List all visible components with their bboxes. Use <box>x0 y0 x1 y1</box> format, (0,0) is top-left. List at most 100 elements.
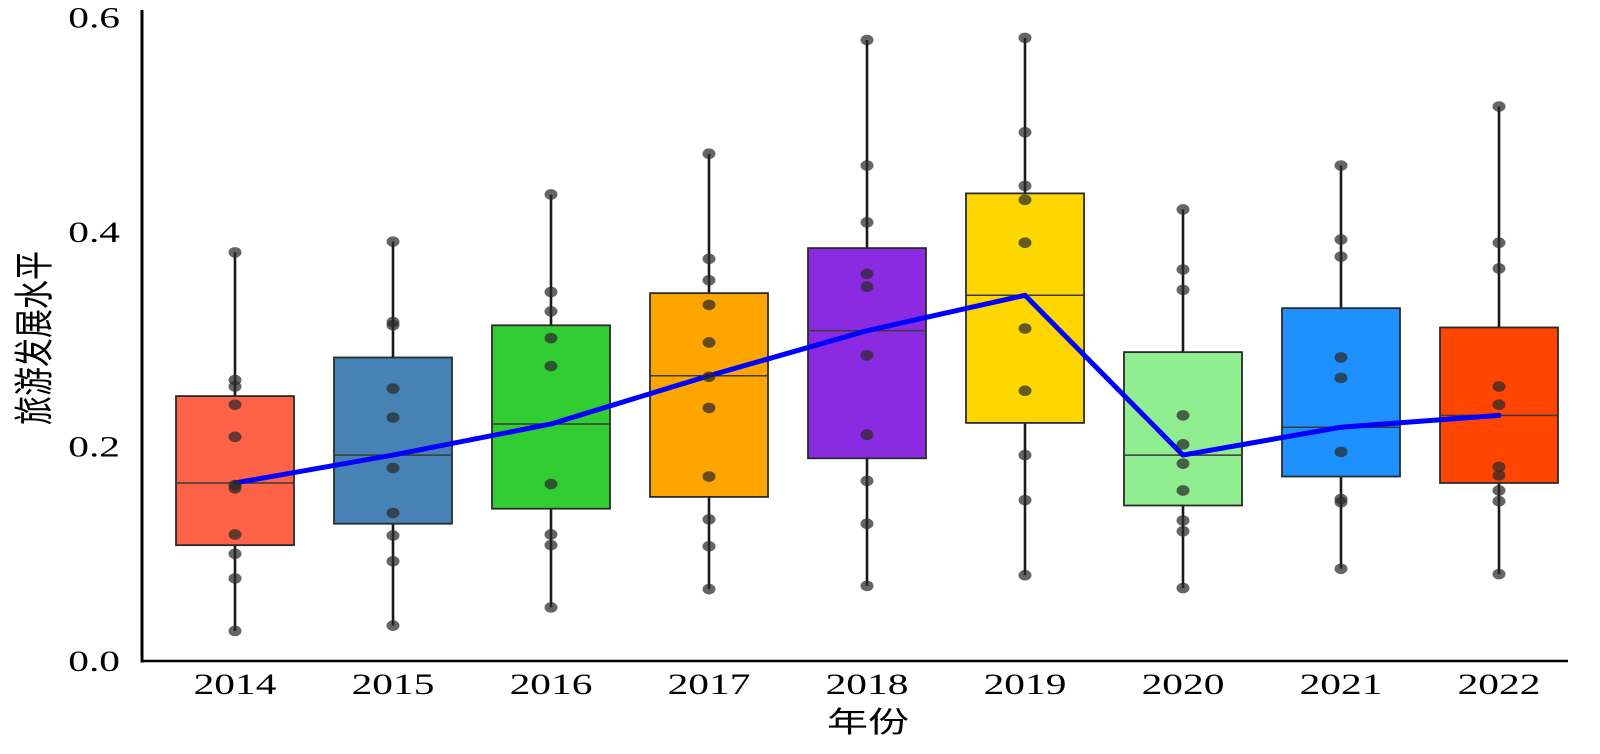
data-point-2020-4 <box>1176 439 1190 450</box>
data-point-2015-8 <box>386 555 400 567</box>
data-point-2017-4 <box>702 337 716 348</box>
x-axis-title: 年份 <box>827 706 909 739</box>
data-point-2021-4 <box>1334 372 1348 384</box>
data-point-2018-5 <box>860 350 874 361</box>
y-tick-label: 0.6 <box>68 1 120 34</box>
median-trend-layer <box>232 292 1502 486</box>
data-point-2014-3 <box>228 399 242 410</box>
data-point-2016-2 <box>544 306 558 317</box>
data-point-2018-6 <box>860 429 874 441</box>
data-point-2015-3 <box>386 383 400 394</box>
data-point-2019-7 <box>1018 449 1032 461</box>
axes-layer <box>140 10 1568 663</box>
data-point-2015-5 <box>386 462 400 474</box>
data-point-2021-7 <box>1334 496 1348 508</box>
data-point-2021-8 <box>1334 563 1348 575</box>
data-point-2019-1 <box>1018 126 1032 138</box>
data-point-2014-6 <box>228 483 242 494</box>
data-point-2017-8 <box>702 514 716 525</box>
data-point-2019-8 <box>1018 494 1032 506</box>
box-2019 <box>965 192 1085 424</box>
data-point-2017-6 <box>702 402 716 414</box>
y-axis-title: 旅游发展水平 <box>13 251 58 425</box>
x-tick-label: 2015 <box>352 667 435 700</box>
x-tick-label: 2014 <box>194 667 277 700</box>
data-point-2016-7 <box>544 539 558 551</box>
data-point-2017-2 <box>702 274 716 286</box>
data-point-2018-7 <box>860 475 874 487</box>
x-tick-label: 2018 <box>826 667 909 700</box>
data-point-2016-5 <box>544 478 558 490</box>
data-point-2022-3 <box>1492 381 1506 392</box>
data-point-2020-2 <box>1176 284 1190 296</box>
data-point-2019-2 <box>1018 180 1032 192</box>
data-point-2014-0 <box>228 247 242 258</box>
box-2020 <box>1123 351 1243 507</box>
data-point-2022-8 <box>1492 495 1506 507</box>
data-point-2014-10 <box>228 625 242 637</box>
data-point-2019-9 <box>1018 569 1032 581</box>
data-point-2019-3 <box>1018 194 1032 206</box>
data-point-2020-0 <box>1176 204 1190 215</box>
data-point-2022-0 <box>1492 101 1506 112</box>
data-point-2022-7 <box>1492 485 1506 496</box>
data-point-2018-3 <box>860 268 874 280</box>
data-point-2016-6 <box>544 529 558 540</box>
x-tick-label: 2021 <box>1300 667 1383 700</box>
y-tick-label: 0.0 <box>68 644 120 677</box>
box-2014 <box>175 395 295 547</box>
data-point-2020-5 <box>1176 458 1190 469</box>
box-2017 <box>649 292 769 498</box>
data-point-2020-1 <box>1176 264 1190 275</box>
data-point-2020-9 <box>1176 582 1190 594</box>
data-point-2021-1 <box>1334 234 1348 245</box>
data-point-2019-0 <box>1018 32 1032 44</box>
y-tick-label: 0.2 <box>68 430 120 463</box>
data-point-2014-7 <box>228 529 242 540</box>
data-point-2020-3 <box>1176 410 1190 421</box>
data-point-2016-1 <box>544 286 558 298</box>
data-point-2016-4 <box>544 360 558 372</box>
x-tick-label: 2022 <box>1458 667 1541 700</box>
data-point-2014-8 <box>228 548 242 560</box>
data-point-2018-8 <box>860 518 874 530</box>
data-point-2018-0 <box>860 34 874 46</box>
data-point-2021-3 <box>1334 352 1348 363</box>
whiskers-layer <box>233 37 1501 631</box>
median-trend-line <box>232 292 1502 486</box>
data-point-2020-7 <box>1176 515 1190 526</box>
data-point-2018-2 <box>860 217 874 228</box>
data-point-2021-5 <box>1334 446 1348 458</box>
data-point-2019-6 <box>1018 385 1032 397</box>
labels-layer: 0.0 0.2 0.4 0.6 2014 2015 2016 2017 2018 2019 2020… <box>13 1 1541 738</box>
data-point-2018-1 <box>860 160 874 171</box>
y-tick-label: 0.4 <box>68 215 120 248</box>
x-tick-label: 2016 <box>510 667 593 700</box>
data-point-2018-4 <box>860 281 874 292</box>
points-layer <box>228 32 1506 637</box>
data-point-2015-9 <box>386 620 400 631</box>
data-point-2015-2 <box>386 320 400 331</box>
data-point-2020-8 <box>1176 525 1190 537</box>
data-point-2018-9 <box>860 580 874 592</box>
data-point-2015-6 <box>386 507 400 519</box>
data-point-2022-4 <box>1492 399 1506 410</box>
data-point-2017-10 <box>702 583 716 595</box>
data-point-2022-2 <box>1492 263 1506 274</box>
x-tick-label: 2019 <box>984 667 1067 700</box>
data-point-2022-9 <box>1492 568 1506 580</box>
data-point-2022-6 <box>1492 470 1506 481</box>
box-2015 <box>333 356 453 525</box>
data-point-2017-0 <box>702 148 716 160</box>
data-point-2022-5 <box>1492 461 1506 473</box>
data-point-2015-0 <box>386 236 400 247</box>
data-point-2017-3 <box>702 299 716 311</box>
data-point-2022-1 <box>1492 237 1506 249</box>
data-point-2021-0 <box>1334 160 1348 171</box>
x-tick-label: 2020 <box>1142 667 1225 700</box>
data-point-2019-5 <box>1018 323 1032 334</box>
data-point-2014-9 <box>228 573 242 584</box>
data-point-2021-2 <box>1334 251 1348 262</box>
data-point-2017-5 <box>702 371 716 383</box>
